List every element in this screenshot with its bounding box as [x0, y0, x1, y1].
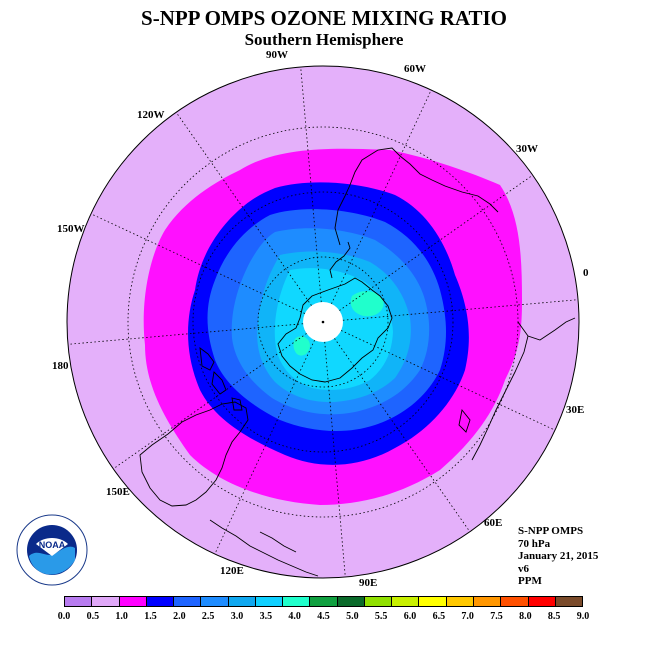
coastline-southeast-asia [209, 519, 319, 577]
colorbar-tick-label: 5.0 [346, 611, 359, 622]
meridian-line [214, 339, 315, 555]
colorbar-swatch [228, 597, 256, 606]
coastlines [139, 147, 576, 577]
info-block: S-NPP OMPS 70 hPa January 21, 2015 v6 PP… [518, 525, 598, 588]
colorbar-tick-label: 4.5 [317, 611, 330, 622]
colorbar-tick-label: 6.0 [403, 611, 417, 622]
colorbar-swatch [201, 597, 229, 606]
colorbar [64, 596, 583, 607]
coastline-antarctica [277, 277, 393, 383]
colorbar-tick-label: 1.0 [115, 611, 128, 622]
colorbar-swatch [364, 597, 393, 606]
colorbar-swatch [174, 597, 202, 606]
info-date: January 21, 2015 [518, 550, 599, 562]
latitude-circle [192, 191, 454, 453]
lon-label-150w: 150W [57, 223, 85, 235]
lon-label-180: 180 [52, 360, 69, 372]
meridian-line [339, 174, 533, 311]
coastline-south-america [334, 147, 499, 246]
coastline-indonesia [259, 531, 297, 553]
colorbar-tick-label: 1.5 [144, 611, 157, 622]
meridian-line [175, 112, 312, 306]
colorbar-ticks: 0.0 0.5 1.0 1.5 2.0 2.5 3.0 3.5 4.0 4.5 5.0 5.5 6.0 6… [58, 611, 590, 625]
colorbar-swatch [446, 597, 474, 606]
colorbar-swatch [473, 597, 502, 606]
meridian-line [300, 66, 322, 303]
lon-label-120w: 120W [137, 109, 165, 121]
colorbar-tick-label: 5.5 [374, 611, 388, 622]
meridian-line [324, 341, 346, 578]
map-subtitle: Southern Hemisphere [244, 30, 404, 49]
map-border [66, 65, 580, 579]
colorbar-tick-label: 7.5 [490, 611, 503, 622]
south-pole-marker [321, 320, 325, 324]
colorbar-tick-label: 7.0 [461, 611, 474, 622]
meridian-line [113, 333, 307, 470]
lon-label-90w: 90W [266, 49, 288, 61]
info-level: 70 hPa [518, 537, 551, 550]
colorbar-tick-label: 3.5 [259, 611, 273, 622]
noaa-logo-text: NOAA [39, 540, 66, 550]
map-title: S-NPP OMPS OZONE MIXING RATIO [141, 6, 507, 30]
colorbar-tick-label: 9.0 [576, 611, 590, 622]
colorbar-swatch [419, 597, 447, 606]
info-version: v6 [518, 562, 529, 575]
lon-label-90e: 90E [359, 577, 378, 589]
colorbar-tick-label: 0.5 [86, 611, 100, 622]
colorbar-swatch [146, 597, 175, 606]
colorbar-tick-label: 4.0 [288, 611, 301, 622]
coastline-new-zealand [199, 347, 227, 395]
colorbar-swatch [310, 597, 338, 606]
colorbar-swatch [119, 597, 147, 606]
lon-label-30e: 30E [566, 404, 585, 416]
colorbar-tick-label: 2.5 [201, 611, 215, 622]
lon-label-30w: 30W [516, 143, 538, 155]
coastline-tasmania [231, 397, 243, 411]
colorbar-tick-label: 2.0 [173, 611, 186, 622]
colorbar-swatch [283, 597, 311, 606]
meridian-line [340, 330, 556, 431]
meridian-line [90, 213, 306, 314]
colorbar-swatch [255, 597, 284, 606]
coastline-antarctic-peninsula [329, 241, 351, 279]
noaa-logo-icon: NOAA [16, 514, 88, 586]
meridian-line [331, 89, 432, 305]
colorbar-swatch [92, 597, 120, 606]
meridian-line [67, 323, 304, 345]
colorbar-swatch [337, 597, 365, 606]
colorbar-swatch [501, 597, 529, 606]
meridian-line [342, 299, 579, 321]
graticule [67, 66, 579, 578]
colorbar-tick-label: 6.5 [432, 611, 446, 622]
info-instrument: S-NPP OMPS [518, 525, 584, 537]
lon-label-60e: 60E [484, 517, 503, 529]
ozone-contour-4-0 [293, 336, 310, 356]
lon-label-120e: 120E [220, 565, 244, 577]
colorbar-swatch [555, 597, 583, 606]
info-unit: PPM [518, 575, 542, 587]
meridian-line [334, 338, 471, 532]
lon-label-60w: 60W [404, 63, 426, 75]
coastline-australia [139, 401, 249, 507]
ozone-contour-4-0 [350, 291, 384, 317]
colorbar-swatch [528, 597, 556, 606]
colorbar-tick-label: 8.0 [519, 611, 532, 622]
coastline-madagascar [458, 408, 471, 433]
colorbar-tick-label: 8.5 [547, 611, 561, 622]
colorbar-swatch [65, 597, 93, 606]
lon-label-0: 0 [583, 267, 589, 279]
latitude-circle [257, 256, 389, 388]
lon-label-150e: 150E [106, 486, 130, 498]
colorbar-swatch [392, 597, 420, 606]
coastline-africa [471, 317, 576, 461]
colorbar-tick-label: 3.0 [230, 611, 244, 622]
colorbar-tick-label: 0.0 [57, 611, 71, 622]
